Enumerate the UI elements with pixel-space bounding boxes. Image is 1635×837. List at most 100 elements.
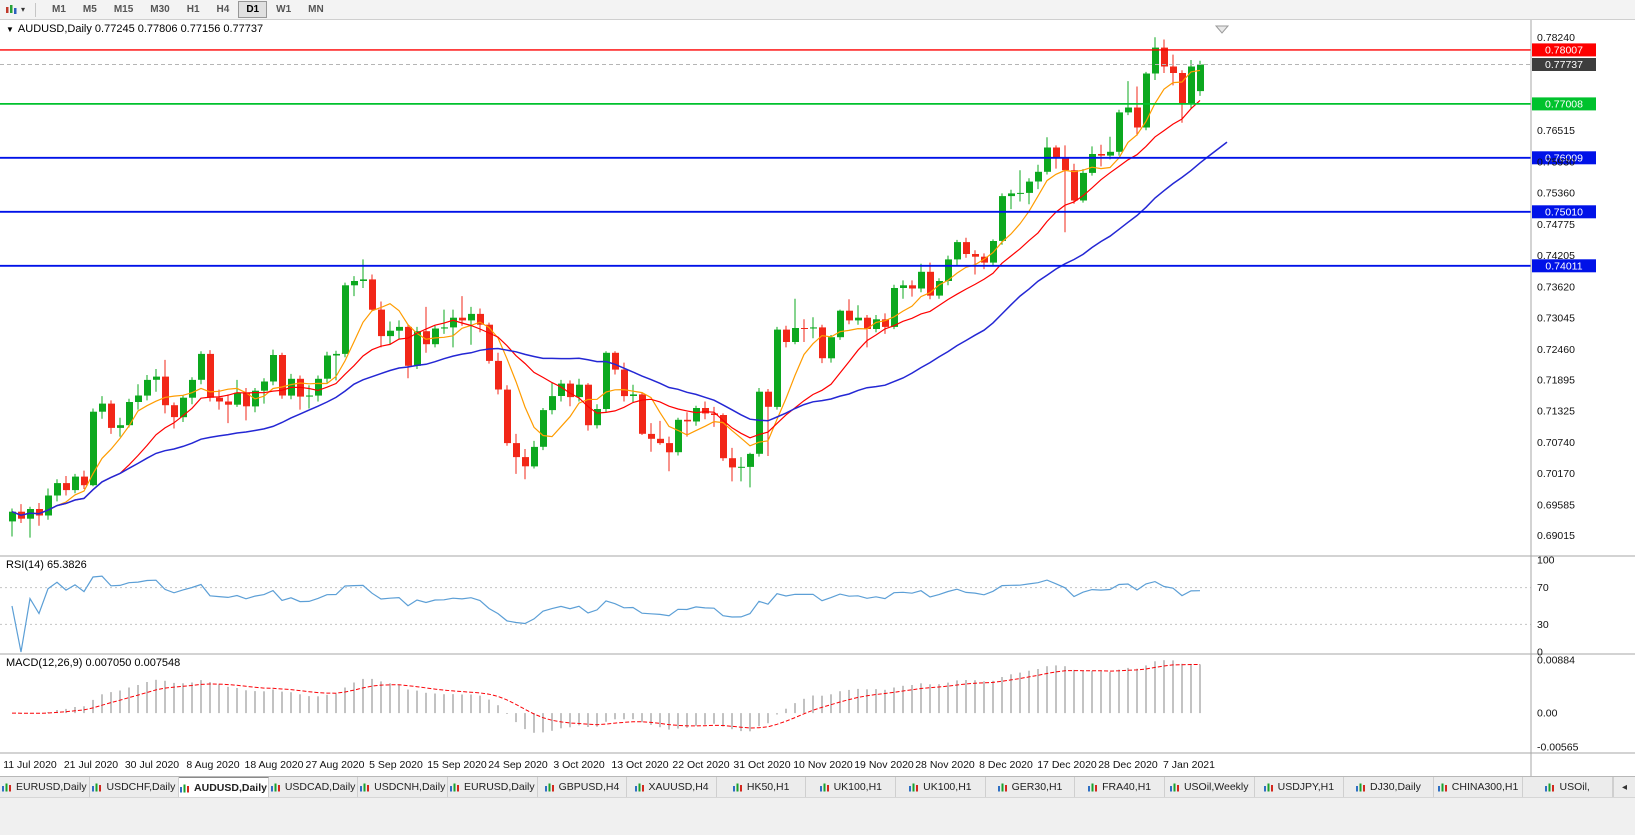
tab-label: EURUSD,Daily [464,781,535,793]
tab-bar: EURUSD,Daily USDCHF,Daily AUDUSD,Daily USDC… [0,776,1635,797]
macd-axis-label: -0.00565 [1537,741,1579,753]
ma-slow-line [11,141,1228,516]
rsi-axis-label: 70 [1537,582,1549,594]
date-axis-label: 19 Nov 2020 [854,759,914,771]
tab-EURUSD-Daily[interactable]: EURUSD,Daily [448,777,538,797]
timeframe-button-D1[interactable]: D1 [238,1,268,18]
chart-shift-marker[interactable] [1214,25,1230,34]
tab-label: UK100,H1 [923,781,972,793]
date-axis-label: 22 Oct 2020 [672,759,729,771]
price-badge-0.77737: 0.77737 [1532,58,1596,71]
rsi-axis-label: 100 [1537,555,1555,567]
tab-CHINA300-H1[interactable]: CHINA300,H1 [1433,777,1524,797]
tab-USDCAD-Daily[interactable]: USDCAD,Daily [268,777,359,797]
macd-axis-label: 0.00 [1537,708,1558,720]
price-axis-label: 0.76515 [1537,125,1575,137]
tab-label: CHINA300,H1 [1451,781,1519,793]
timeframe-button-H4[interactable]: H4 [209,1,238,18]
date-axis-label: 8 Dec 2020 [979,759,1033,771]
candlesticks [9,37,1204,538]
price-axis-label: 0.71895 [1537,375,1575,387]
price-axis: 0.78007 0.77737 0.77008 0.76009 0.75010 0.740… [1532,32,1596,753]
tab-chart-icon [2,783,11,792]
tab-label: AUDUSD,Daily [194,781,267,794]
timeframe-button-MN[interactable]: MN [300,1,332,18]
time-axis: 11 Jul 2020 21 Jul 2020 30 Jul 2020 8 Aug 2… [3,759,1215,771]
date-axis-label: 21 Jul 2020 [64,759,118,771]
tab-chart-icon [997,783,1007,792]
tab-chart-icon [270,783,280,792]
timeframe-button-M30[interactable]: M30 [142,1,177,18]
date-axis-label: 7 Jan 2021 [1163,759,1215,771]
svg-text:0.75010: 0.75010 [1545,206,1583,218]
timeframe-button-M15[interactable]: M15 [106,1,141,18]
tab-USOil[interactable]: USOil, [1523,777,1613,797]
tab-chart-icon [634,783,644,792]
bottom-strip [0,797,1635,835]
top-toolbar: ▾ M1 M5 M15 M30 H1 H4 D1 W1 MN [0,0,1635,20]
horizontal-lines[interactable] [0,49,1531,267]
rsi-axis-label: 0 [1537,647,1543,659]
tab-label: USDCHF,Daily [106,781,176,793]
timeframe-button-W1[interactable]: W1 [268,1,299,18]
svg-text:0.77008: 0.77008 [1545,98,1583,110]
tab-label: GBPUSD,H4 [558,781,620,793]
chart-type-dropdown-caret[interactable]: ▾ [21,5,26,14]
price-badge-0.76009: 0.76009 [1532,151,1596,165]
price-axis-label: 0.78240 [1537,32,1575,44]
date-axis-label: 27 Aug 2020 [306,759,365,771]
price-badge-0.75010: 0.75010 [1532,205,1596,219]
tab-AUDUSD-Daily[interactable]: AUDUSD,Daily [179,777,269,797]
moving-averages [11,69,1228,516]
date-axis-label: 31 Oct 2020 [733,759,790,771]
tab-label: UK100,H1 [833,781,883,793]
tab-chart-icon [819,783,829,792]
chart-type-icon[interactable] [5,4,18,16]
tab-UK100-H1[interactable]: UK100,H1 [806,777,897,797]
toolbar-separator [35,2,37,17]
svg-text:0.76009: 0.76009 [1545,152,1583,164]
tab-USOil-Weekly[interactable]: USOil,Weekly [1164,777,1255,797]
tab-FRA40-H1[interactable]: FRA40,H1 [1075,777,1165,797]
tab-label: GER30,H1 [1011,781,1063,793]
tab-chart-icon [180,784,190,792]
price-badge-0.77008: 0.77008 [1532,97,1596,111]
tab-UK100-H1[interactable]: UK100,H1 [896,777,986,797]
tab-label: USOil,Weekly [1183,781,1249,793]
tab-XAUUSD-H4[interactable]: XAUUSD,H4 [627,777,717,797]
timeframe-button-M5[interactable]: M5 [75,1,105,18]
tab-EURUSD-Daily[interactable]: EURUSD,Daily [0,777,90,797]
timeframe-bar: M1 M5 M15 M30 H1 H4 D1 W1 MN [44,1,332,18]
tab-label: HK50,H1 [746,781,790,793]
tab-chart-icon [450,783,460,792]
tab-chart-icon [1263,783,1273,792]
tab-scroll-left-button[interactable]: ◂ [1613,777,1635,797]
ma-fast-line [11,69,1201,516]
date-axis-label: 13 Oct 2020 [611,759,668,771]
timeframe-button-H1[interactable]: H1 [179,1,208,18]
tab-DJ30-Daily[interactable]: DJ30,Daily [1344,777,1434,797]
macd-axis-label: 0.00884 [1537,655,1575,667]
svg-text:0.78007: 0.78007 [1545,44,1583,56]
tab-chart-icon [1437,783,1447,792]
tab-USDCHF-Daily[interactable]: USDCHF,Daily [89,777,180,797]
tab-chart-icon [1169,783,1179,792]
price-axis-label: 0.69585 [1537,499,1575,511]
ma-medium-line [11,99,1201,516]
date-axis-label: 17 Dec 2020 [1037,759,1097,771]
timeframe-button-M1[interactable]: M1 [44,1,74,18]
price-axis-label: 0.74775 [1537,219,1575,231]
tab-label: DJ30,Daily [1370,781,1421,793]
tab-label: EURUSD,Daily [16,781,87,793]
price-axis-label: 0.72460 [1537,344,1575,356]
tab-GER30-H1[interactable]: GER30,H1 [985,777,1076,797]
tab-GBPUSD-H4[interactable]: GBPUSD,H4 [537,777,628,797]
tab-chart-icon [1356,783,1366,792]
price-axis-label: 0.69015 [1537,530,1575,542]
tab-USDJPY-H1[interactable]: USDJPY,H1 [1254,777,1345,797]
tab-USDCNH-Daily[interactable]: USDCNH,Daily [358,777,449,797]
tab-chart-icon [909,783,919,792]
tab-label: FRA40,H1 [1102,781,1152,793]
price-chart-canvas[interactable]: 0.78007 0.77737 0.77008 0.76009 0.75010 0.740… [0,20,1635,776]
tab-HK50-H1[interactable]: HK50,H1 [716,777,807,797]
